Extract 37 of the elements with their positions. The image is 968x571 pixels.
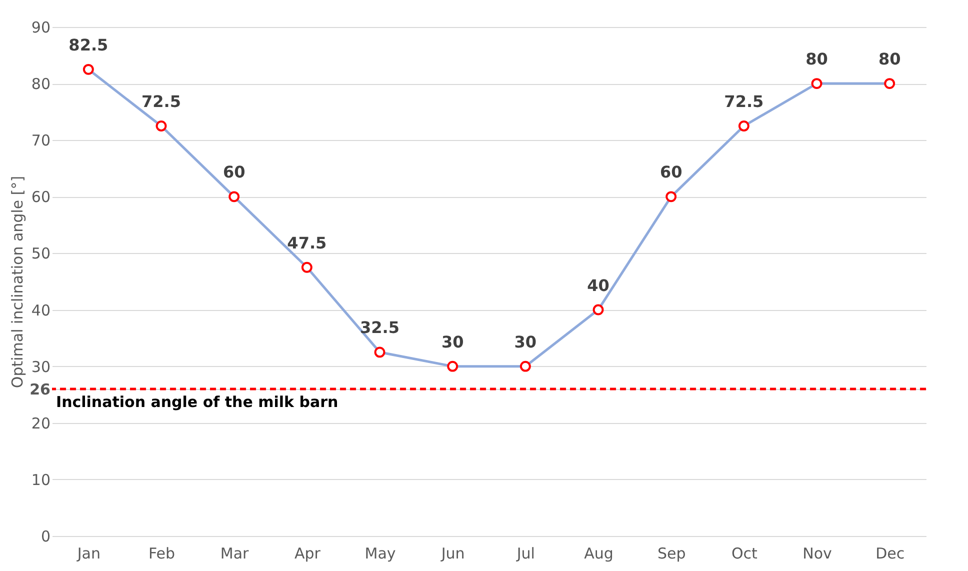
ref-line-label: Inclination angle of the milk barn	[56, 392, 338, 411]
y-tick-label: 30	[31, 358, 50, 376]
x-tick-label: Apr	[294, 544, 322, 562]
y-tick-label: 70	[31, 132, 50, 150]
data-label: 72.5	[724, 92, 764, 111]
x-tick-label: Oct	[731, 544, 758, 562]
y-tick-label: 80	[31, 75, 50, 94]
y-tick-label: 40	[31, 301, 50, 320]
y-tick-label: 26	[30, 380, 50, 398]
x-tick-label: Jun	[440, 544, 465, 562]
data-label: 80	[878, 50, 901, 69]
x-tick-label: Jul	[516, 544, 535, 562]
y-tick-label: 60	[31, 188, 50, 206]
x-tick-label: May	[364, 544, 396, 562]
x-tick-label: Nov	[802, 544, 832, 562]
y-tick-label: 0	[40, 528, 50, 546]
y-tick-label: 10	[31, 470, 50, 489]
y-tick-label: 90	[31, 18, 50, 36]
data-label: 72.5	[142, 92, 181, 111]
x-tick-label: Aug	[584, 544, 614, 562]
x-tick-label: Jan	[76, 544, 100, 562]
data-label: 32.5	[360, 318, 400, 338]
y-tick-label: 20	[31, 414, 50, 432]
x-tick-label: Feb	[148, 544, 176, 562]
x-tick-label: Mar	[220, 544, 250, 562]
data-label: 60	[660, 162, 682, 182]
y-axis-title: Optimal inclination angle [°]	[8, 176, 27, 388]
data-label: 40	[587, 276, 610, 295]
data-label: 82.5	[68, 35, 108, 54]
data-label: 30	[441, 332, 464, 352]
x-tick-label: Sep	[657, 544, 686, 562]
x-tick-label: Dec	[876, 544, 905, 562]
data-label: 47.5	[287, 233, 327, 252]
data-label: 80	[806, 50, 828, 69]
data-label: 60	[222, 162, 246, 182]
data-label: 30	[514, 332, 537, 352]
y-tick-label: 50	[31, 244, 50, 263]
